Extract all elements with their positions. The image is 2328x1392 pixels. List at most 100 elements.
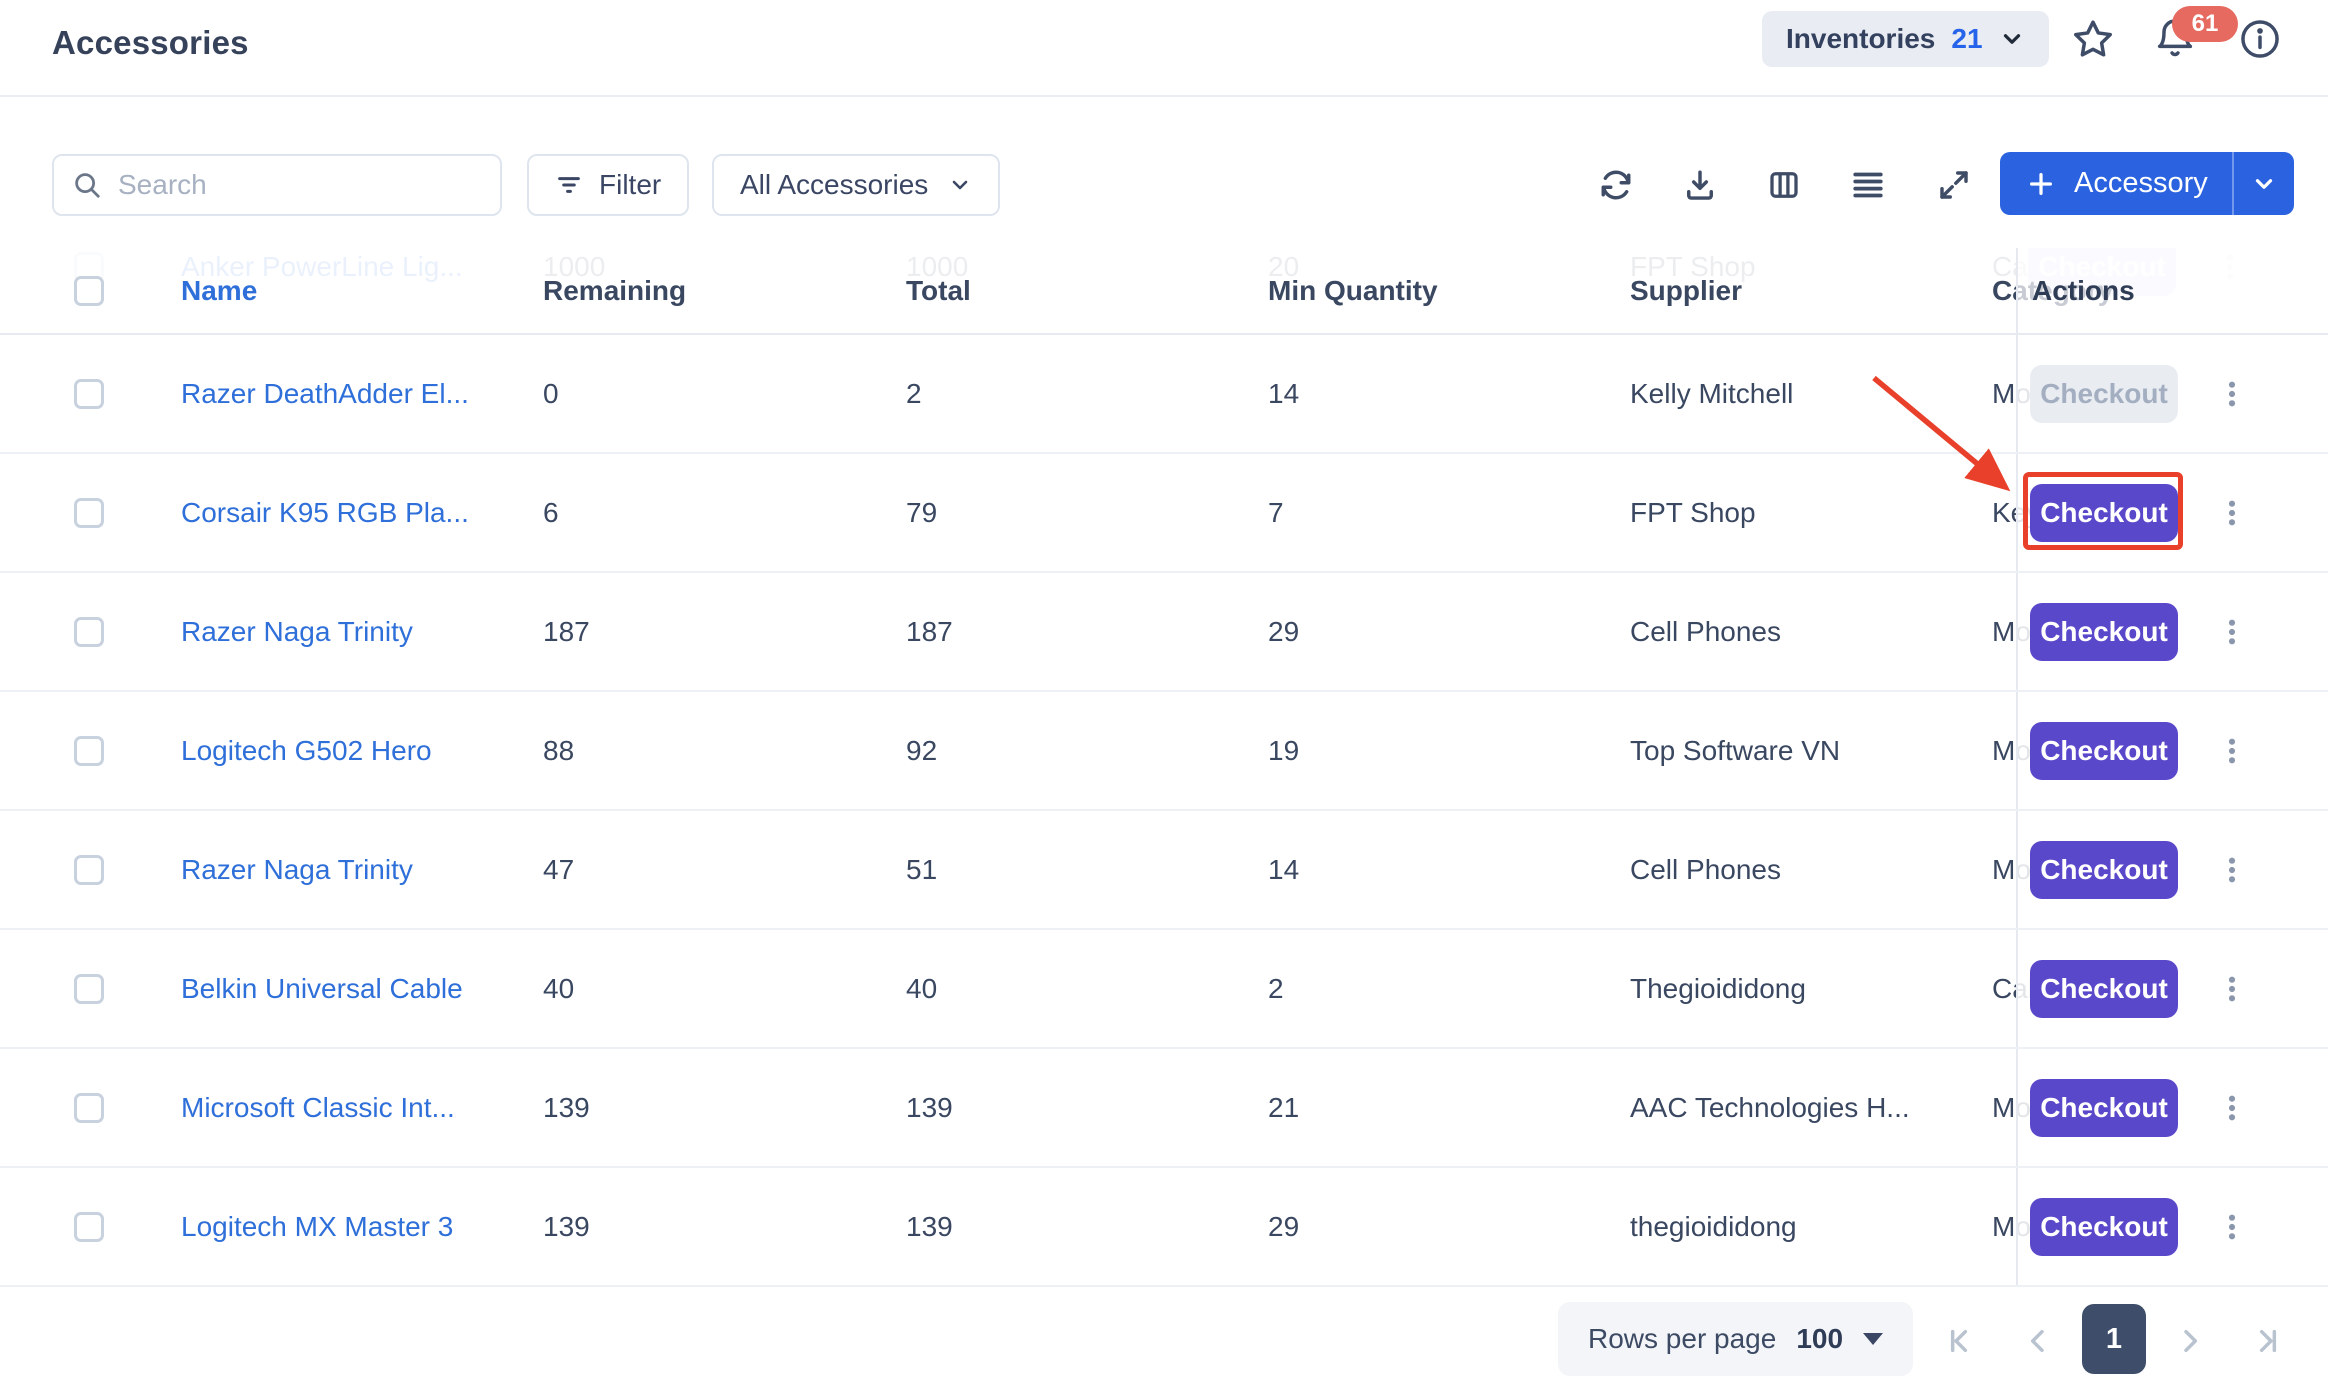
remaining-value: 88 xyxy=(543,734,575,766)
kebab-menu-icon[interactable] xyxy=(2216,854,2248,886)
total-value: 51 xyxy=(906,853,938,885)
min-quantity-value: 2 xyxy=(1268,972,1284,1004)
total-value: 92 xyxy=(906,734,938,766)
pinned-actions-header: Actions xyxy=(2016,248,2328,333)
select-all-checkbox[interactable] xyxy=(74,275,104,306)
caret-down-icon xyxy=(1863,1333,1884,1345)
row-checkbox[interactable] xyxy=(74,1211,104,1242)
row-checkbox-cell xyxy=(0,735,181,766)
row-checkbox[interactable] xyxy=(74,973,104,1004)
table-row: Logitech G502 Hero 88 92 19 Top Software… xyxy=(0,692,2328,811)
inventories-dropdown[interactable]: Inventories 21 xyxy=(1762,11,2049,67)
kebab-menu-icon[interactable] xyxy=(2216,497,2248,529)
kebab-menu-icon[interactable] xyxy=(2216,973,2248,1005)
column-header-remaining[interactable]: Remaining xyxy=(543,274,687,306)
supplier-value: Cell Phones xyxy=(1630,615,1781,647)
column-header-total[interactable]: Total xyxy=(906,274,971,306)
kebab-menu-icon[interactable] xyxy=(2216,1211,2248,1243)
prev-page-icon[interactable] xyxy=(2015,1318,2061,1364)
row-checkbox-cell xyxy=(0,973,181,1004)
row-checkbox[interactable] xyxy=(74,616,104,647)
kebab-menu-icon[interactable] xyxy=(2216,735,2248,767)
column-header-min-quantity[interactable]: Min Quantity xyxy=(1268,274,1438,306)
next-page-icon[interactable] xyxy=(2167,1318,2213,1364)
expand-fullscreen-icon[interactable] xyxy=(1932,163,1976,207)
search-input-wrapper xyxy=(52,154,502,216)
checkout-button[interactable]: Checkout xyxy=(2030,1078,2178,1137)
info-icon[interactable] xyxy=(2238,17,2282,61)
current-page-button[interactable]: 1 xyxy=(2082,1304,2146,1374)
min-quantity-value: 19 xyxy=(1268,734,1300,766)
download-icon[interactable] xyxy=(1678,163,1722,207)
remaining-value: 139 xyxy=(543,1091,590,1123)
row-actions: Checkout xyxy=(2016,811,2328,928)
add-accessory-label: Accessory xyxy=(2074,167,2208,199)
kebab-menu-icon[interactable] xyxy=(2216,378,2248,410)
first-page-icon[interactable] xyxy=(1937,1318,1983,1364)
checkout-button[interactable]: Checkout xyxy=(2030,721,2178,780)
row-actions: Checkout xyxy=(2016,692,2328,809)
scope-selected-label: All Accessories xyxy=(740,169,929,200)
total-value: 139 xyxy=(906,1210,953,1242)
table-row: Belkin Universal Cable 40 40 2 Thegioidi… xyxy=(0,930,2328,1049)
kebab-menu-icon[interactable] xyxy=(2216,616,2248,648)
accessory-scope-dropdown[interactable]: All Accessories xyxy=(712,154,1001,216)
table-row: Razer Naga Trinity 47 51 14 Cell Phones … xyxy=(0,811,2328,930)
row-checkbox[interactable] xyxy=(74,1092,104,1123)
supplier-value: Top Software VN xyxy=(1630,734,1841,766)
column-header-supplier[interactable]: Supplier xyxy=(1630,274,1743,306)
add-accessory-dropdown-toggle[interactable] xyxy=(2234,171,2294,197)
checkout-button[interactable]: Checkout xyxy=(2030,959,2178,1018)
row-density-icon[interactable] xyxy=(1846,163,1890,207)
button-divider xyxy=(2232,152,2234,215)
table-header-row: Name Remaining Total Min Quantity Suppli… xyxy=(0,248,2328,335)
supplier-value: Cell Phones xyxy=(1630,853,1781,885)
filter-label: Filter xyxy=(599,169,662,200)
row-checkbox[interactable] xyxy=(74,497,104,528)
accessory-name-link[interactable]: Microsoft Classic Int... xyxy=(181,1091,455,1123)
row-checkbox[interactable] xyxy=(74,378,104,409)
remaining-value: 187 xyxy=(543,615,590,647)
inventories-count: 21 xyxy=(1951,23,1983,54)
row-checkbox[interactable] xyxy=(74,854,104,885)
search-input[interactable] xyxy=(116,168,482,202)
chevron-down-icon xyxy=(2251,171,2277,197)
checkout-button[interactable]: Checkout xyxy=(2030,483,2178,542)
rows-per-page-dropdown[interactable]: Rows per page 100 xyxy=(1558,1302,1914,1376)
accessory-name-link[interactable]: Razer Naga Trinity xyxy=(181,853,413,885)
column-header-name[interactable]: Name xyxy=(181,274,258,306)
min-quantity-value: 29 xyxy=(1268,1210,1300,1242)
checkout-button[interactable]: Checkout xyxy=(2030,1197,2178,1256)
favorite-star-icon[interactable] xyxy=(2071,17,2115,61)
row-actions: Checkout xyxy=(2016,573,2328,690)
accessory-name-link[interactable]: Belkin Universal Cable xyxy=(181,972,463,1004)
columns-icon[interactable] xyxy=(1762,163,1806,207)
add-accessory-button[interactable]: Accessory xyxy=(2000,167,2232,200)
checkout-button[interactable]: Checkout xyxy=(2030,840,2178,899)
remaining-value: 0 xyxy=(543,377,559,409)
total-value: 2 xyxy=(906,377,922,409)
row-checkbox[interactable] xyxy=(74,735,104,766)
min-quantity-value: 7 xyxy=(1268,496,1284,528)
rows-per-page-value: 100 xyxy=(1796,1323,1844,1354)
refresh-icon[interactable] xyxy=(1594,163,1638,207)
total-value: 139 xyxy=(906,1091,953,1123)
table-body: Razer DeathAdder El... 0 2 14 Kelly Mitc… xyxy=(0,335,2328,1287)
add-accessory-split-button: Accessory xyxy=(2000,152,2294,215)
accessory-name-link[interactable]: Logitech G502 Hero xyxy=(181,734,432,766)
remaining-value: 47 xyxy=(543,853,575,885)
row-actions: Checkout xyxy=(2016,335,2328,452)
plus-icon xyxy=(2026,169,2056,199)
checkout-button: Checkout xyxy=(2030,364,2178,423)
accessory-name-link[interactable]: Logitech MX Master 3 xyxy=(181,1210,454,1242)
accessory-name-link[interactable]: Razer DeathAdder El... xyxy=(181,377,469,409)
last-page-icon[interactable] xyxy=(2244,1318,2290,1364)
column-header-actions: Actions xyxy=(2032,274,2135,306)
filter-button[interactable]: Filter xyxy=(527,154,690,216)
top-bar: Accessories Inventories 21 61 xyxy=(0,0,2328,97)
checkout-button[interactable]: Checkout xyxy=(2030,602,2178,661)
kebab-menu-icon[interactable] xyxy=(2216,1092,2248,1124)
accessory-name-link[interactable]: Corsair K95 RGB Pla... xyxy=(181,496,469,528)
remaining-value: 139 xyxy=(543,1210,590,1242)
accessory-name-link[interactable]: Razer Naga Trinity xyxy=(181,615,413,647)
